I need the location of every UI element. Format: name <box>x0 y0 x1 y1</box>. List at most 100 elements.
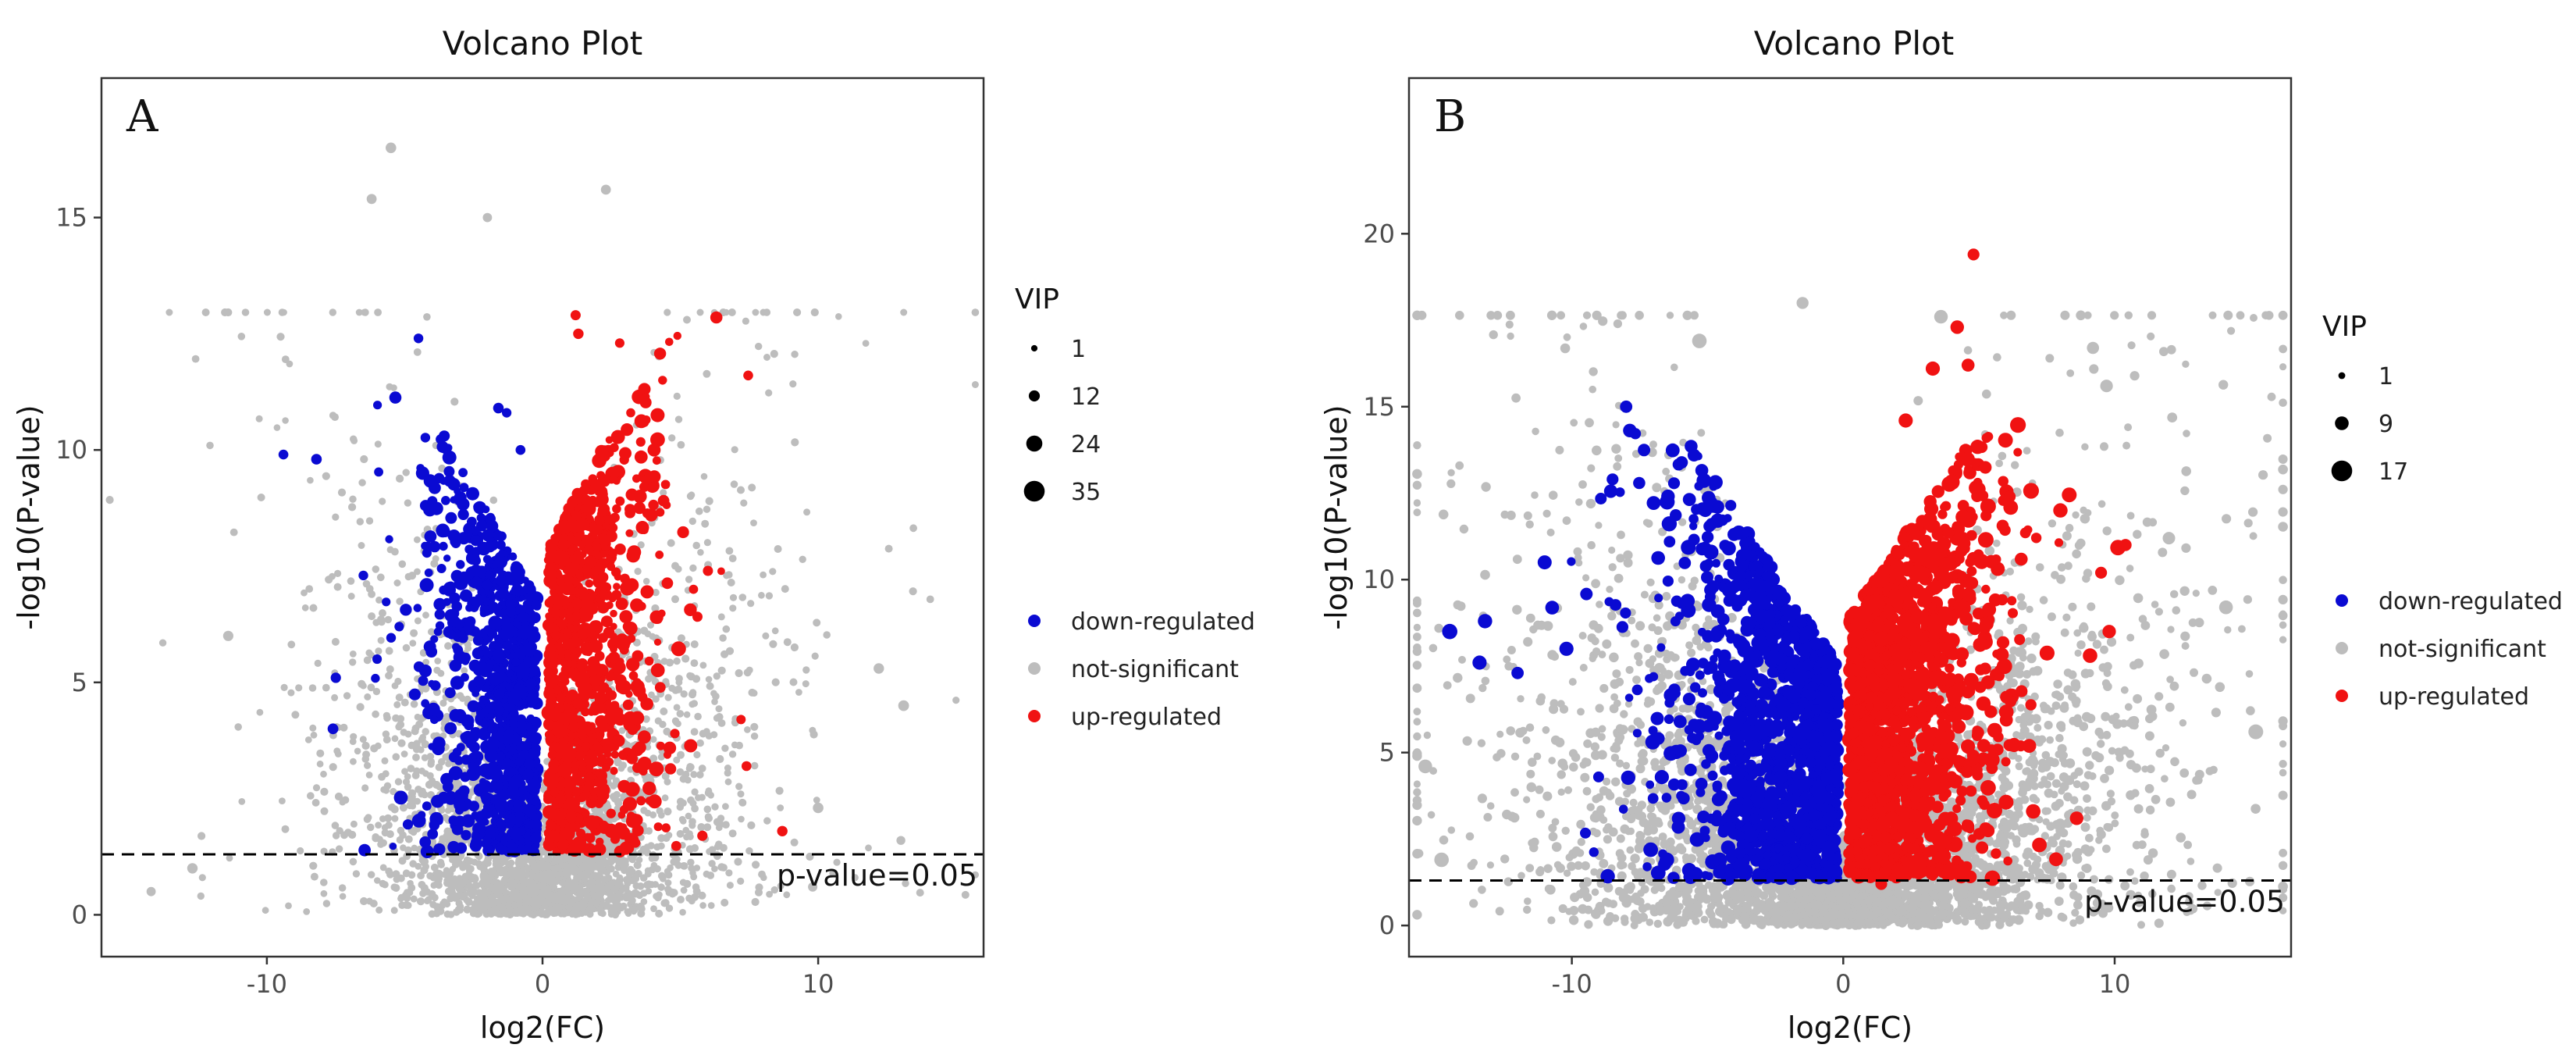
data-point-not-significant <box>391 682 399 690</box>
data-point-not-significant <box>690 640 699 648</box>
data-point-not-significant <box>717 666 726 675</box>
data-point-not-significant <box>344 829 352 836</box>
data-point-not-significant <box>393 700 401 708</box>
data-point-not-significant <box>771 627 779 635</box>
threshold-label: p-value=0.05 <box>777 858 977 893</box>
data-point-up-regulated <box>611 590 622 601</box>
data-point-not-significant <box>578 863 586 871</box>
data-point-not-significant <box>873 663 884 674</box>
data-point-up-regulated <box>583 555 596 569</box>
data-point-up-regulated <box>607 690 617 700</box>
data-point-not-significant <box>650 905 657 912</box>
data-point-up-regulated <box>647 443 661 457</box>
data-point-not-significant <box>898 700 909 711</box>
data-point-not-significant <box>661 794 669 802</box>
data-point-down-regulated <box>493 530 503 541</box>
data-point-not-significant <box>719 634 727 642</box>
data-point-down-regulated <box>436 523 450 538</box>
data-point-not-significant <box>439 699 447 708</box>
data-point-not-significant <box>398 901 406 909</box>
data-point-not-significant <box>2026 653 2037 664</box>
data-point-up-regulated <box>560 582 575 596</box>
data-point-not-significant <box>322 472 330 480</box>
data-point-not-significant <box>802 666 810 674</box>
data-point-not-significant <box>688 517 696 526</box>
data-point-not-significant <box>285 902 292 910</box>
data-point-not-significant <box>789 380 797 388</box>
data-point-up-regulated <box>555 793 566 804</box>
data-point-down-regulated <box>512 799 522 808</box>
data-point-up-regulated <box>622 699 634 711</box>
data-point-not-significant <box>332 513 340 521</box>
color-legend-swatch-up <box>1028 710 1041 722</box>
data-point-not-significant <box>835 313 842 320</box>
data-point-not-significant <box>307 792 315 800</box>
data-point-not-significant <box>1626 846 1635 854</box>
data-point-not-significant <box>375 822 382 829</box>
color-legend-swatch-down <box>1028 615 1041 627</box>
data-point-not-significant <box>653 843 661 851</box>
data-point-up-regulated <box>742 761 752 772</box>
data-point-not-significant <box>728 750 737 758</box>
data-point-not-significant <box>381 757 389 765</box>
data-point-not-significant <box>813 618 821 627</box>
data-point-not-significant <box>729 604 737 612</box>
data-point-not-significant <box>531 883 539 890</box>
data-point-down-regulated <box>456 560 465 569</box>
data-point-not-significant <box>393 875 400 883</box>
data-point-down-regulated <box>431 794 444 808</box>
data-point-down-regulated <box>508 813 516 821</box>
data-point-not-significant <box>664 807 672 816</box>
data-point-not-significant <box>229 528 238 536</box>
data-point-up-regulated <box>662 501 671 509</box>
data-point-not-significant <box>671 561 679 570</box>
data-point-down-regulated <box>509 687 523 702</box>
data-point-not-significant <box>648 881 656 889</box>
data-point-not-significant <box>434 658 441 665</box>
data-point-down-regulated <box>497 726 505 734</box>
data-point-not-significant <box>338 884 347 892</box>
data-point-up-regulated <box>663 750 672 759</box>
data-point-up-regulated <box>571 597 583 609</box>
data-point-not-significant <box>334 569 342 578</box>
data-point-not-significant <box>657 883 665 891</box>
data-point-up-regulated <box>586 749 596 759</box>
data-point-down-regulated <box>530 732 543 743</box>
data-point-not-significant <box>1982 389 1991 399</box>
data-point-not-significant <box>681 654 690 663</box>
data-point-not-significant <box>743 668 752 677</box>
data-point-not-significant <box>335 845 343 853</box>
data-point-not-significant <box>705 675 713 683</box>
data-point-not-significant <box>198 874 206 882</box>
data-point-not-significant <box>690 728 699 736</box>
data-point-not-significant <box>482 212 493 223</box>
data-point-not-significant <box>377 636 385 644</box>
data-point-not-significant <box>316 760 324 768</box>
data-point-down-regulated <box>413 333 424 344</box>
data-point-not-significant <box>287 640 296 649</box>
data-point-up-regulated <box>626 658 640 672</box>
data-point-not-significant <box>550 892 557 900</box>
data-point-down-regulated <box>498 686 507 694</box>
data-point-not-significant <box>603 859 611 868</box>
data-point-not-significant <box>668 890 677 898</box>
data-point-not-significant <box>366 194 377 205</box>
data-point-not-significant <box>347 577 355 585</box>
data-point-not-significant <box>721 744 729 752</box>
data-point-down-regulated <box>480 792 489 801</box>
data-point-not-significant <box>521 893 529 901</box>
data-point-not-significant <box>224 308 233 317</box>
data-point-down-regulated <box>517 844 527 854</box>
data-point-not-significant <box>392 753 400 761</box>
data-point-not-significant <box>770 886 778 894</box>
data-point-up-regulated <box>610 430 625 444</box>
data-point-up-regulated <box>628 671 639 680</box>
data-point-not-significant <box>676 829 685 838</box>
data-point-not-significant <box>775 786 784 795</box>
data-point-down-regulated <box>389 391 402 404</box>
data-point-up-regulated <box>609 467 621 479</box>
data-point-not-significant <box>191 355 200 363</box>
data-point-not-significant <box>2279 740 2287 748</box>
data-point-not-significant <box>755 888 763 897</box>
data-point-not-significant <box>700 472 708 480</box>
